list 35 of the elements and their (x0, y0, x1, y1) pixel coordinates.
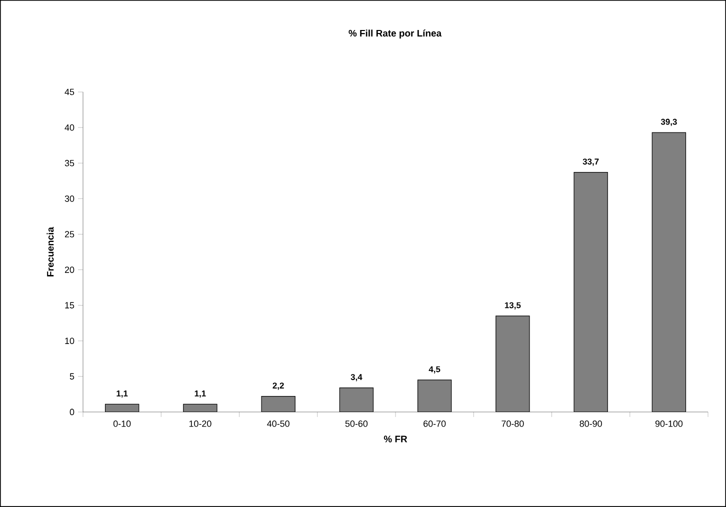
bar (339, 388, 374, 412)
x-tick-label: 0-10 (113, 420, 131, 427)
data-label: 39,3 (660, 118, 677, 126)
x-tick-label: 50-60 (345, 420, 368, 427)
x-axis-title: % FR (384, 436, 408, 442)
bar (652, 132, 686, 412)
y-tick-label: 35 (64, 160, 74, 166)
bar (496, 316, 530, 412)
y-tick-label: 25 (64, 231, 74, 238)
y-tick-label: 45 (64, 88, 74, 96)
x-tick-label: 10-20 (189, 420, 212, 427)
data-label: 33,7 (582, 158, 599, 166)
x-tick-label: 40-50 (267, 420, 290, 427)
data-label: 1,1 (116, 390, 128, 398)
x-tick-label: 60-70 (424, 420, 446, 427)
x-tick-label: 70-80 (502, 420, 524, 427)
bar (417, 380, 452, 412)
data-label: 2,2 (272, 382, 284, 390)
x-tick-label: 90-100 (655, 420, 683, 427)
x-tick-label: 80-90 (580, 420, 602, 427)
bar (261, 396, 296, 412)
bar (574, 172, 608, 412)
y-tick-label: 0 (70, 408, 74, 416)
y-tick-label: 15 (65, 302, 74, 308)
y-axis-title: Frecuencia (46, 226, 54, 276)
y-tick-label: 40 (64, 124, 74, 131)
data-label: 3,4 (350, 374, 362, 382)
data-label: 4,5 (428, 366, 440, 374)
y-tick-label: 30 (64, 195, 74, 202)
y-tick-label: 5 (70, 373, 74, 380)
chart-title: % Fill Rate por Línea (348, 30, 442, 38)
data-label: 13,5 (504, 302, 521, 310)
y-tick-label: 20 (64, 266, 74, 273)
data-label: 1,1 (194, 390, 206, 398)
y-tick-label: 10 (65, 338, 74, 344)
